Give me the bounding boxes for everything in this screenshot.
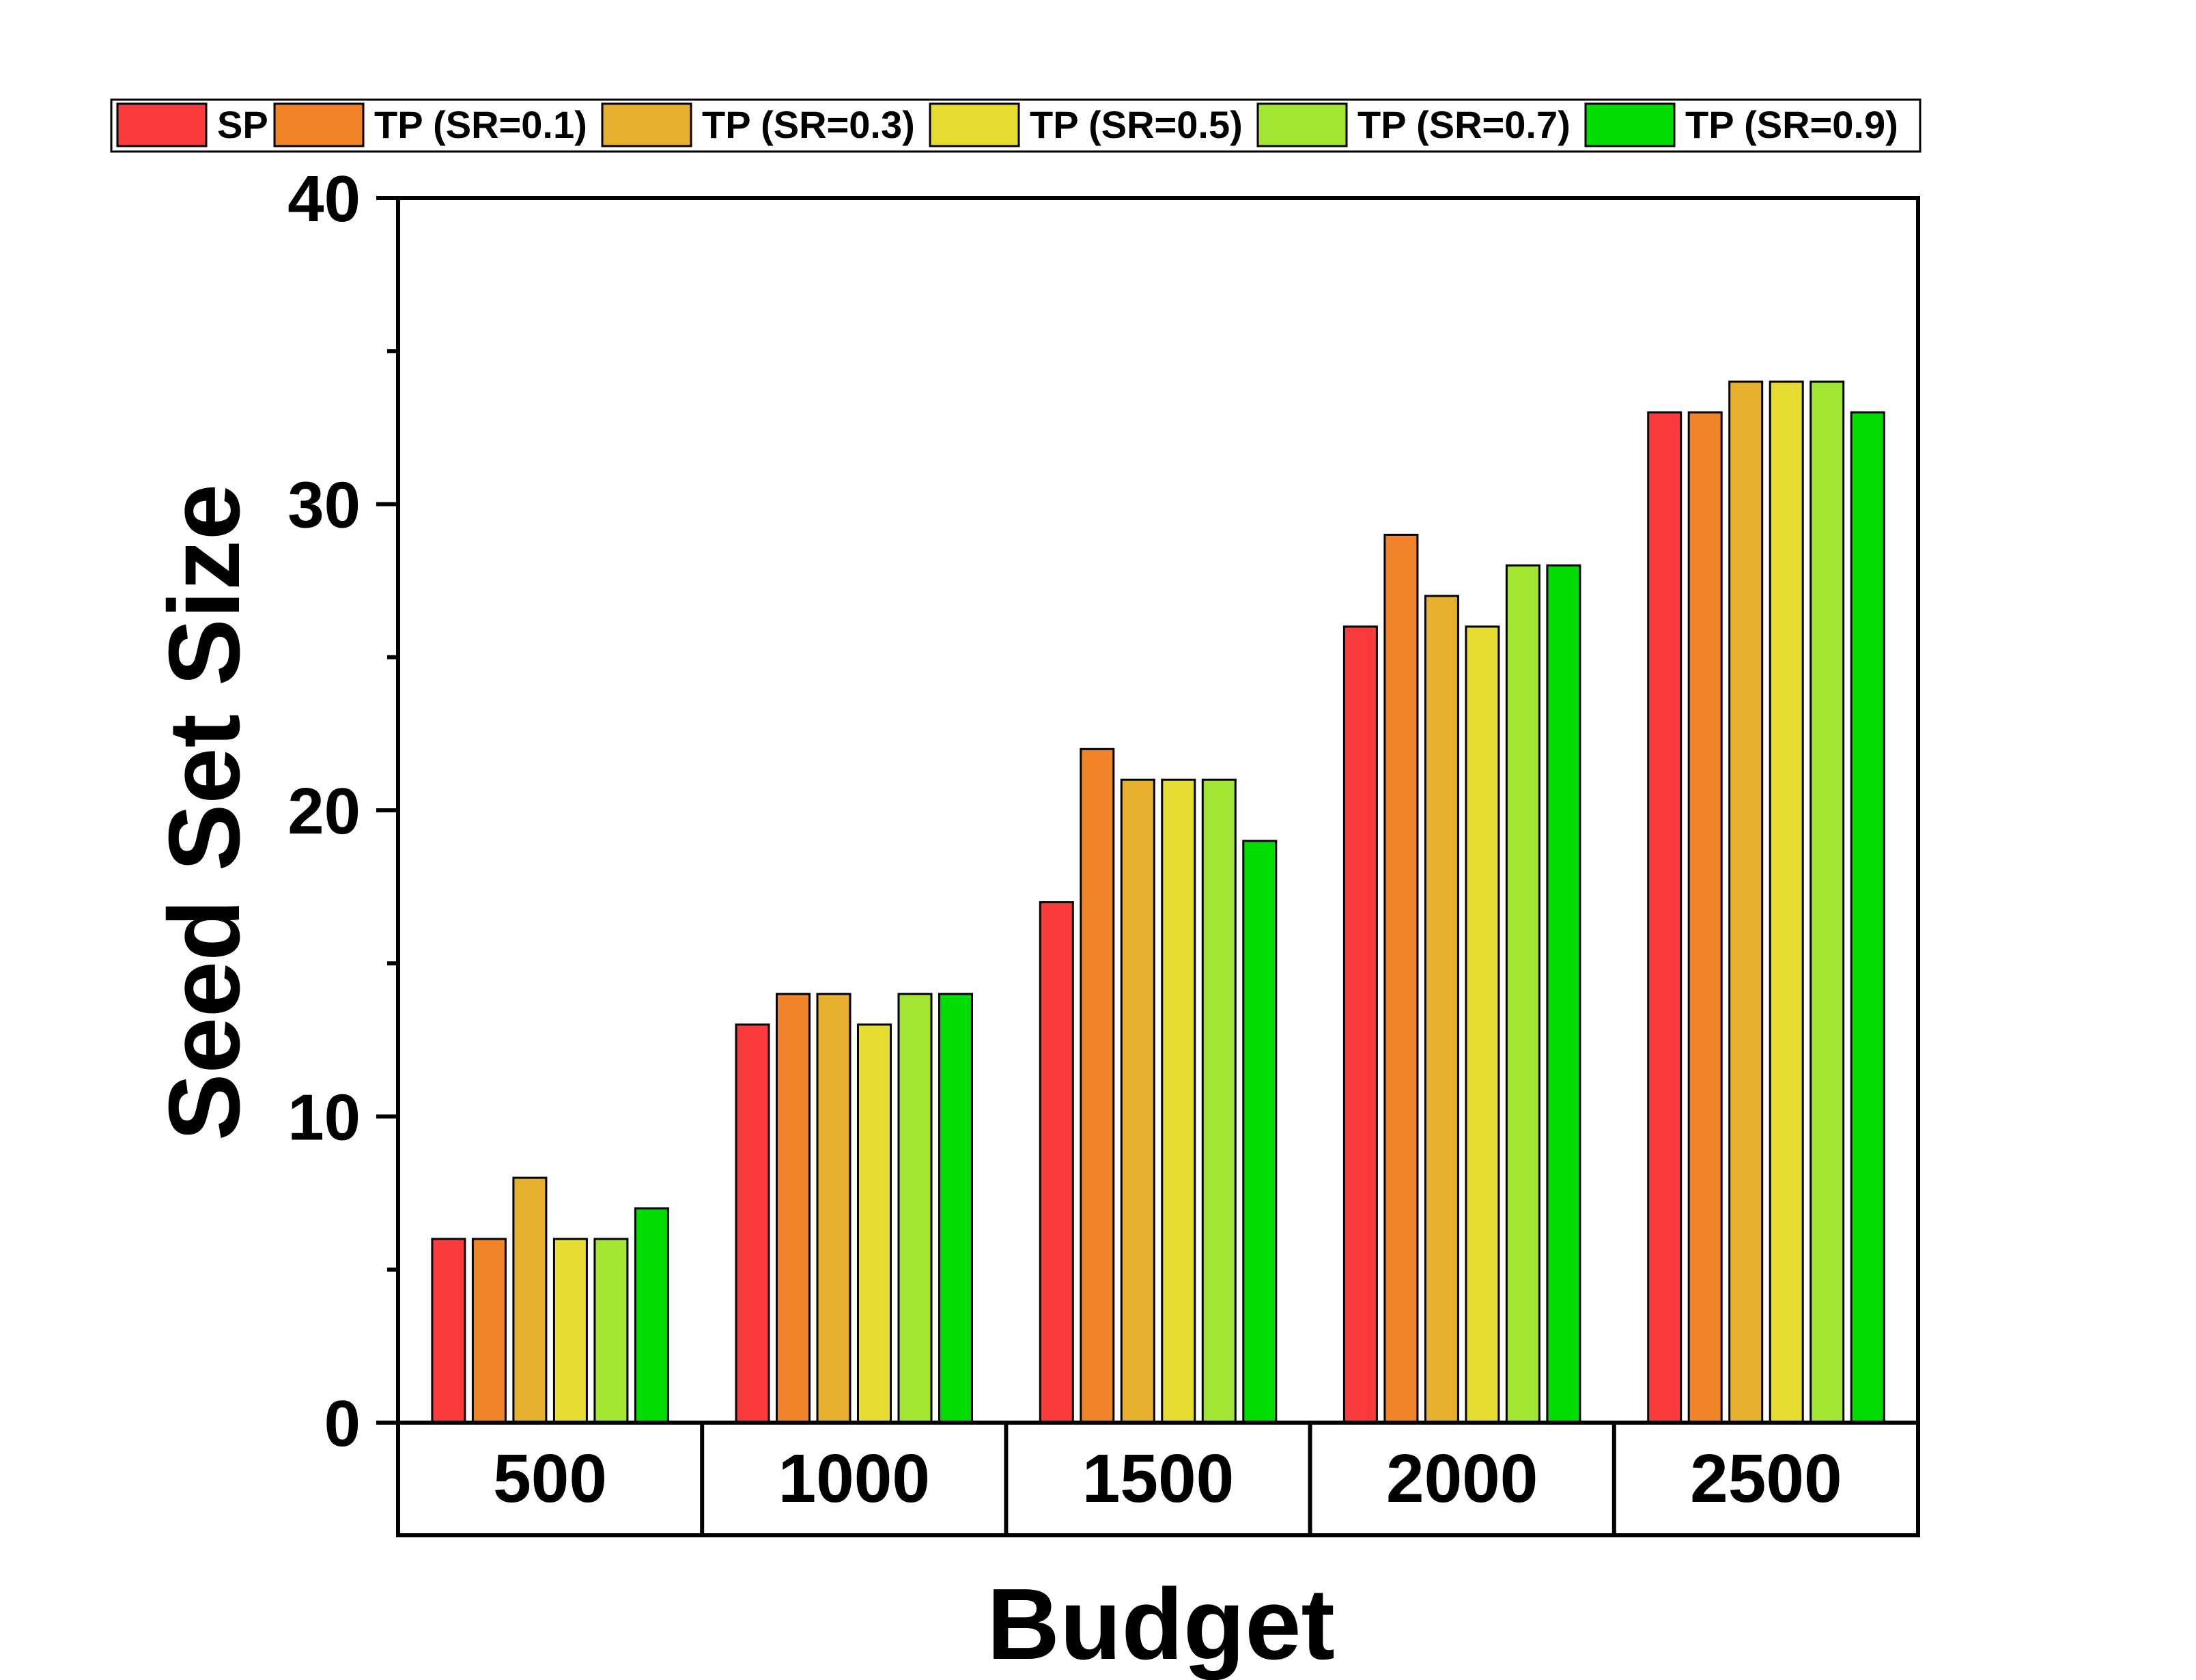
y-tick-label: 30 <box>287 469 361 542</box>
bar-layer <box>431 380 1885 1424</box>
bar <box>1505 564 1540 1424</box>
bar <box>1850 411 1885 1424</box>
y-tick-label: 40 <box>287 162 361 236</box>
bar <box>857 1023 892 1424</box>
legend-swatch <box>273 102 365 147</box>
bar <box>1161 778 1196 1424</box>
bar <box>1383 533 1419 1424</box>
legend: SP TP (SR=0.1) TP (SR=0.3) TP (SR=0.5) TP (S… <box>110 98 1922 153</box>
category-label: 1500 <box>1082 1440 1234 1517</box>
bar <box>471 1238 507 1424</box>
bar <box>1687 411 1723 1424</box>
legend-swatch <box>1584 102 1676 147</box>
category-label: 2500 <box>1690 1440 1842 1517</box>
y-axis-title: Seed Set Size <box>148 484 261 1141</box>
category-label: 500 <box>493 1440 607 1517</box>
bar <box>735 1023 770 1424</box>
bar <box>1120 778 1155 1424</box>
bar <box>1039 901 1074 1424</box>
category-dividers <box>700 1423 1616 1535</box>
bar <box>1647 411 1683 1424</box>
legend-label: SP <box>217 103 268 146</box>
bar <box>897 993 933 1424</box>
bar <box>552 1238 588 1424</box>
y-tick-label: 0 <box>324 1387 361 1460</box>
legend-swatch <box>116 102 208 147</box>
y-axis-ticks <box>376 196 398 1425</box>
x-axis-title: Budget <box>987 1568 1335 1680</box>
legend-label: TP (SR=0.5) <box>1030 103 1243 146</box>
category-table <box>396 1421 1920 1537</box>
bar <box>1465 625 1500 1424</box>
bar <box>593 1238 629 1424</box>
legend-swatch <box>1256 102 1348 147</box>
bar <box>1080 748 1115 1424</box>
bar <box>816 993 851 1424</box>
bar <box>431 1238 466 1424</box>
y-axis-tick-labels: 0 10 20 30 40 <box>287 162 361 1460</box>
bar <box>512 1176 548 1424</box>
legend-label: TP (SR=0.9) <box>1685 103 1898 146</box>
legend-label: TP (SR=0.1) <box>374 103 587 146</box>
legend-label: TP (SR=0.7) <box>1357 103 1571 146</box>
bar <box>1728 380 1764 1424</box>
bar <box>1242 840 1278 1424</box>
legend-swatch <box>601 102 692 147</box>
y-tick-label: 10 <box>287 1081 361 1154</box>
y-tick-label: 20 <box>287 775 361 848</box>
bar <box>1342 625 1378 1424</box>
legend-swatch <box>929 102 1020 147</box>
bar <box>1546 564 1581 1424</box>
category-labels: 500 1000 1500 2000 2500 <box>493 1440 1842 1517</box>
category-label: 2000 <box>1386 1440 1538 1517</box>
bar <box>1769 380 1804 1424</box>
bar <box>634 1207 669 1424</box>
bar <box>1201 778 1237 1424</box>
bar <box>776 993 811 1424</box>
category-label: 1000 <box>778 1440 930 1517</box>
bar <box>1424 595 1459 1424</box>
bar <box>1810 380 1845 1424</box>
legend-label: TP (SR=0.3) <box>702 103 915 146</box>
bar <box>938 993 973 1424</box>
